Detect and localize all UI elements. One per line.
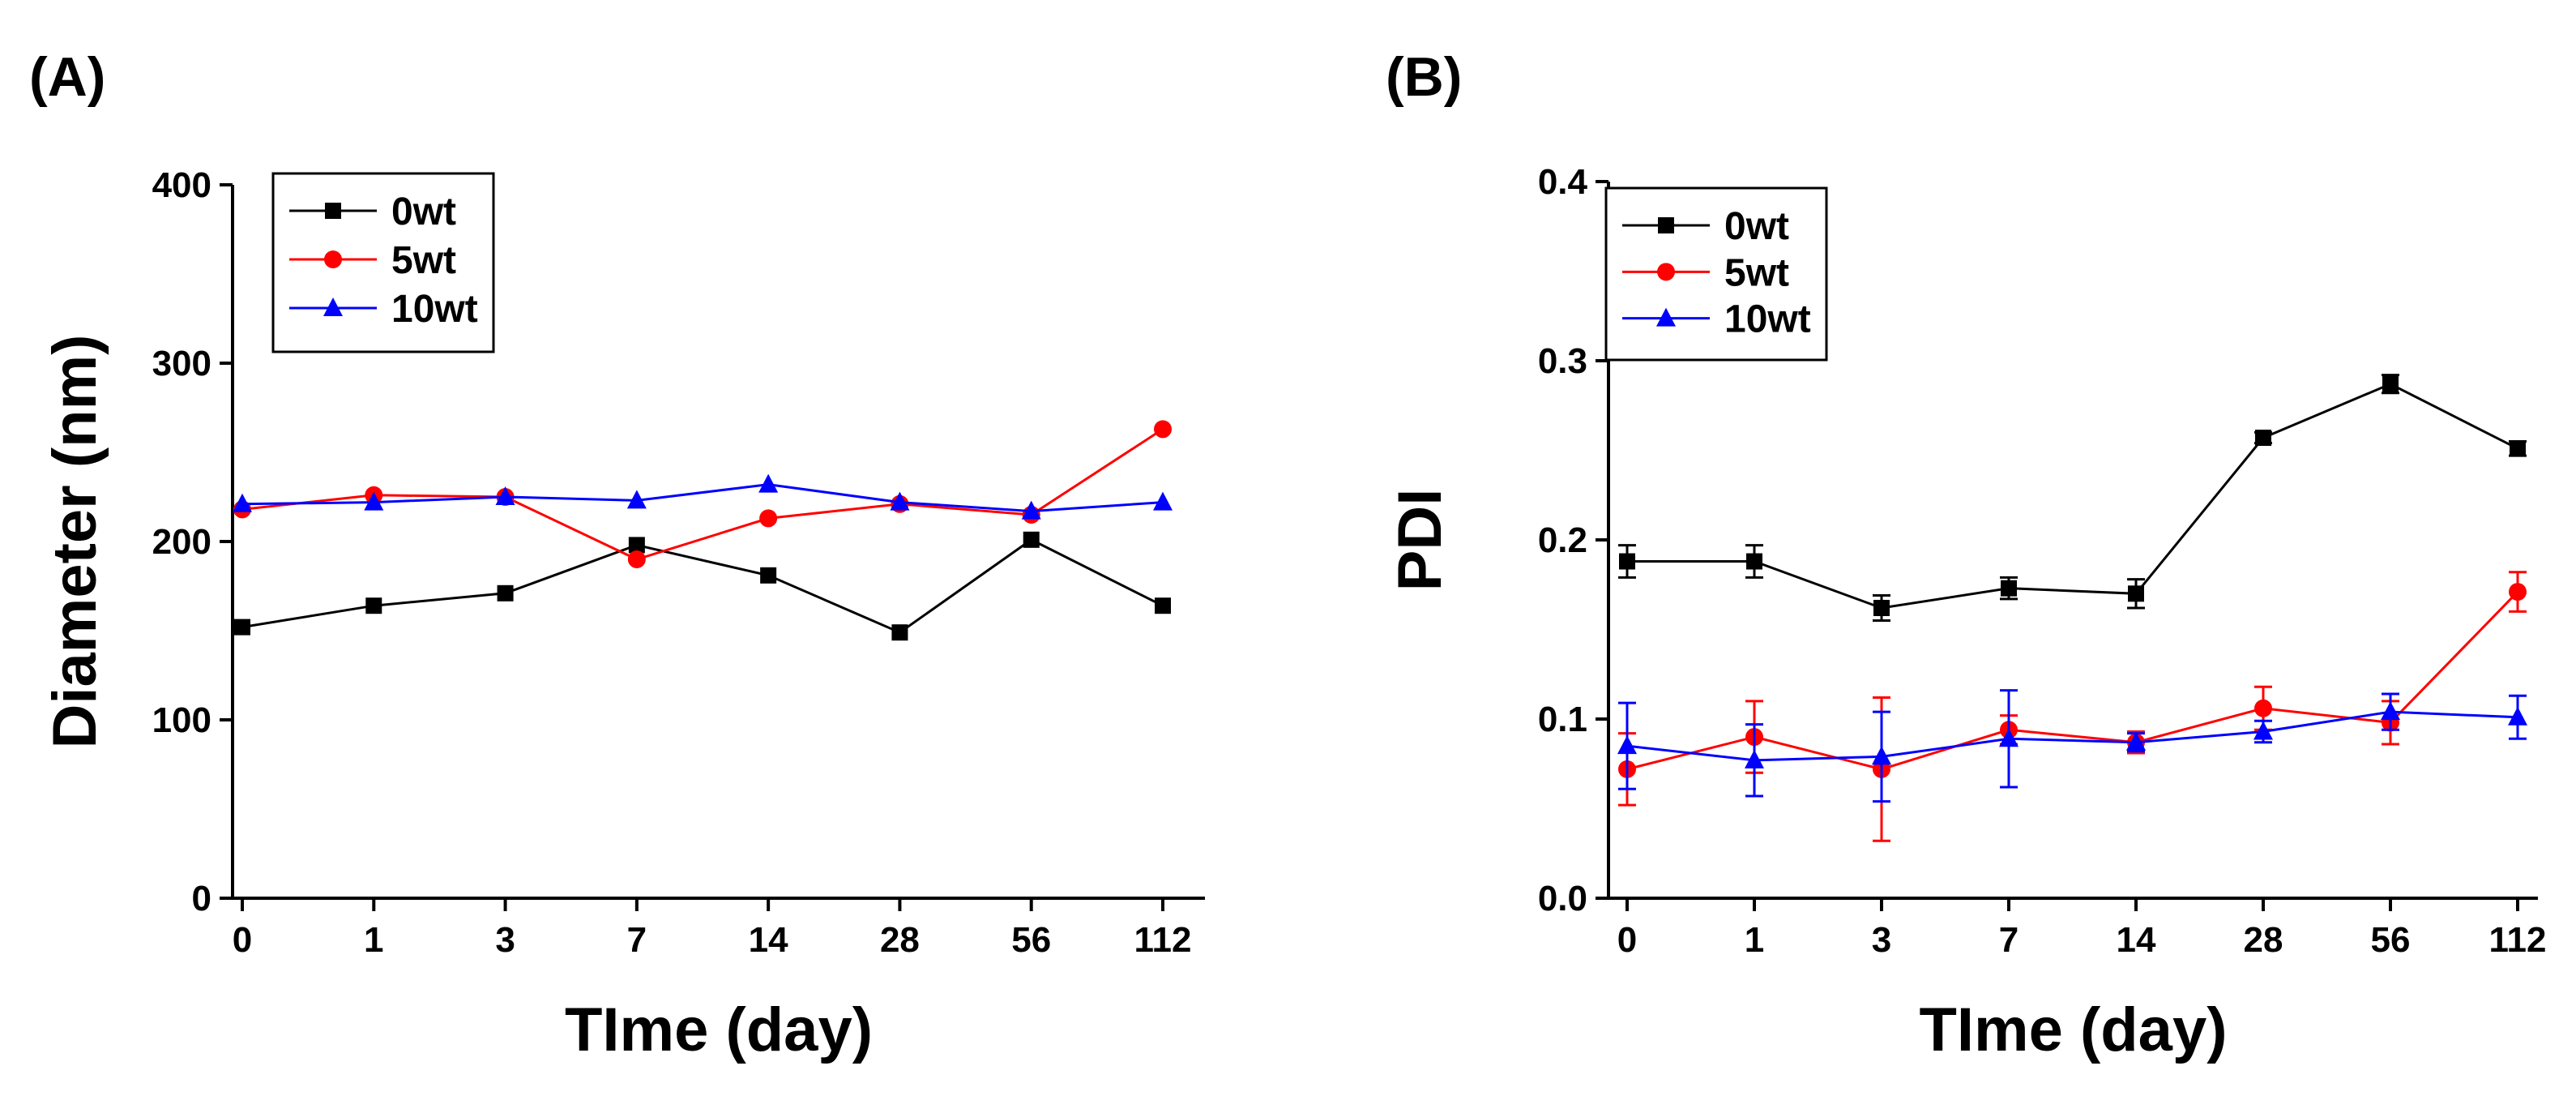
data-point [1872,746,1891,765]
series-10wt [233,473,1173,520]
series-0wt [234,531,1171,641]
legend-marker [323,298,343,316]
legend-marker [325,203,341,219]
data-point [2381,701,2400,721]
legend: 0wt 5wt 10wt [271,172,495,353]
y-tick-label: 100 [152,700,211,740]
series-0wt [1618,374,2527,622]
data-point [890,491,910,511]
data-point [1999,728,2019,747]
series-line-5wt [1626,591,2519,771]
legend-label: 0wt [1724,205,1789,248]
data-point [2382,375,2399,392]
legend-marker [1656,307,1676,327]
data-point [2001,580,2017,597]
data-point [2255,430,2271,447]
data-point [1154,420,1172,439]
series-line-0wt [1627,383,2518,610]
x-tick-label: 3 [1872,920,1891,960]
data-point [1873,599,1890,616]
data-point [1021,500,1041,520]
data-point [1619,553,1635,570]
y-tick-label: 200 [152,522,211,562]
y-axis-title: Diameter (nm) [41,335,109,749]
data-point [1617,735,1637,755]
x-tick-label: 0 [1617,920,1637,960]
legend-label: 10wt [1724,298,1811,341]
y-tick-label: 0.2 [1538,520,1587,560]
data-point [364,491,384,511]
legend-label: 0wt [391,191,456,233]
y-tick-label: 0.1 [1538,700,1587,739]
data-point [760,567,777,584]
data-point [1746,553,1762,570]
y-tick-label: 400 [152,165,211,205]
legend-label: 5wt [1724,251,1789,294]
series-line-0wt [241,538,1164,634]
x-tick-label: 56 [2371,920,2411,960]
y-tick-label: 0.3 [1538,341,1587,381]
series-10wt [1617,689,2527,803]
chart-panel-a: (A) 0 100 200 300 400 0 1 3 7 14 28 56 112 TIme (day) D… [29,46,1205,1064]
y-tick-label: 0 [192,879,211,918]
x-tick-label: 112 [1134,920,1192,960]
y-tick-label: 0.0 [1538,879,1587,918]
data-point [365,597,382,614]
series-line-10wt [1626,710,2518,762]
data-point [626,490,647,509]
data-point [234,619,250,636]
data-point [2126,731,2146,751]
x-tick-label: 0 [233,920,252,960]
data-point [2253,721,2273,740]
legend-marker [1657,263,1675,281]
series-line-5wt [241,428,1164,561]
data-point [1023,531,1040,548]
x-tick-label: 3 [495,920,515,960]
data-point [2508,706,2527,726]
y-tick-label: 300 [152,344,211,383]
series-line-10wt [241,483,1164,513]
legend-marker [324,250,342,268]
x-tick-label: 7 [627,920,647,960]
data-point [2509,583,2527,602]
x-tick-label: 56 [1011,920,1051,960]
x-axis-title: TIme (day) [565,995,873,1064]
legend-marker [1658,217,1674,233]
data-point [497,584,514,602]
x-axis-title: TIme (day) [1919,995,2227,1064]
x-tick-label: 14 [2117,920,2156,960]
y-tick-label: 0.4 [1538,162,1588,202]
x-tick-label: 112 [2489,920,2547,960]
panel-label: (B) [1386,46,1462,108]
data-point [759,509,778,528]
data-point [233,493,252,512]
data-point [495,486,515,505]
data-point [2254,699,2272,717]
data-point [1745,749,1764,768]
data-point [2128,585,2144,602]
legend-box [271,172,495,353]
data-point [628,537,645,554]
data-point [2510,440,2526,457]
data-point [1153,491,1173,511]
x-tick-label: 28 [2244,920,2283,960]
data-point [891,624,908,641]
legend-label: 5wt [391,239,456,282]
x-tick-label: 7 [1999,920,2019,960]
legend-box [1604,186,1828,362]
data-point [758,473,779,493]
x-tick-label: 1 [1745,920,1764,960]
x-tick-label: 1 [364,920,383,960]
x-tick-label: 28 [880,920,920,960]
series-5wt [1618,571,2527,842]
data-point [627,550,646,568]
panel-label: (A) [29,46,105,108]
y-axis-title: PDI [1386,489,1455,592]
chart-panel-b: (B) 0.0 0.1 0.2 0.3 0.4 0 1 3 7 14 28 56 112 TIme (day… [1386,46,2546,1064]
x-tick-label: 14 [749,920,788,960]
data-point [1155,597,1171,614]
legend-label: 10wt [391,288,478,331]
